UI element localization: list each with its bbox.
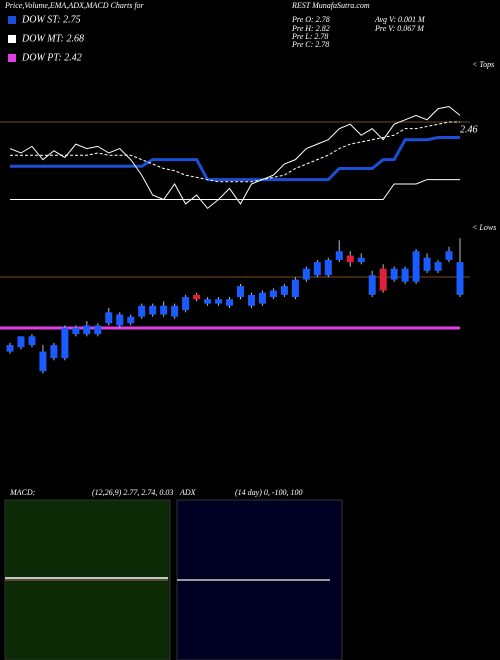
stat: Pre O: 2.78	[291, 15, 330, 24]
macd-params: (12,26,9) 2.77, 2.74, 0.03	[92, 488, 173, 497]
candle-body	[127, 316, 135, 324]
candle-body	[39, 351, 47, 372]
price-line	[10, 121, 460, 183]
candle-body	[160, 305, 168, 315]
candle-body	[357, 257, 365, 263]
candle-body	[138, 305, 146, 317]
candle-body	[61, 327, 69, 359]
candle-body	[335, 251, 343, 260]
candle-body	[116, 314, 124, 326]
candle-body	[390, 268, 398, 280]
candle-body	[280, 286, 288, 295]
candle-body	[204, 299, 212, 304]
price-line	[10, 136, 460, 182]
candle-body	[105, 312, 113, 324]
legend-label: DOW ST: 2.75	[21, 14, 81, 25]
candle-body	[379, 268, 387, 291]
stat: Pre L: 2.78	[291, 32, 328, 41]
tops-label: < Tops	[472, 60, 494, 69]
candle-body	[50, 345, 58, 359]
chart-title: Price,Volume,EMA,ADX,MACD Charts for	[4, 1, 145, 10]
candle-body	[401, 268, 409, 282]
candle-body	[6, 345, 14, 352]
annotation: 2.46	[460, 124, 478, 135]
chart-subtitle: REST MunafaSutra.com	[291, 1, 370, 10]
candle-body	[368, 275, 376, 295]
stat: Pre H: 2.82	[291, 24, 330, 33]
stat: Avg V: 0.001 M	[374, 15, 426, 24]
candle-body	[94, 325, 102, 335]
candle-body	[226, 299, 234, 306]
candle-body	[17, 336, 25, 348]
candle-body	[346, 255, 354, 263]
legend-label: DOW PT: 2.42	[21, 52, 82, 63]
candle-body	[236, 286, 244, 298]
price-line	[9, 105, 461, 210]
candle-body	[72, 327, 80, 335]
candle-body	[302, 268, 310, 280]
candle-body	[456, 262, 464, 295]
legend-swatch	[8, 54, 16, 62]
candle-body	[83, 325, 91, 335]
candle-body	[258, 292, 266, 304]
candle-body	[423, 257, 431, 271]
legend-swatch	[8, 16, 16, 24]
candle-body	[247, 294, 255, 306]
candle-body	[182, 297, 190, 311]
candle-body	[215, 299, 223, 304]
price-line	[10, 179, 460, 200]
candle-body	[149, 305, 157, 315]
stat: Pre V: 0.067 M	[374, 24, 425, 33]
candle-body	[313, 262, 321, 276]
candle-body	[324, 259, 332, 276]
candle-body	[412, 251, 420, 282]
candle-body	[193, 294, 201, 300]
legend-label: DOW MT: 2.68	[21, 33, 84, 44]
legend-swatch	[8, 35, 16, 43]
adx-title: ADX	[179, 488, 197, 497]
candle-body	[445, 251, 453, 260]
candle-body	[28, 336, 36, 346]
candle-body	[171, 305, 179, 317]
macd-title: MACD:	[9, 488, 36, 497]
candle-body	[291, 279, 299, 298]
adx-params: (14 day) 0, -100, 100	[235, 488, 303, 497]
candle-body	[269, 290, 277, 298]
stat: Pre C: 2.78	[291, 40, 329, 49]
candle-body	[434, 262, 442, 271]
lows-label: < Lows	[472, 223, 496, 232]
